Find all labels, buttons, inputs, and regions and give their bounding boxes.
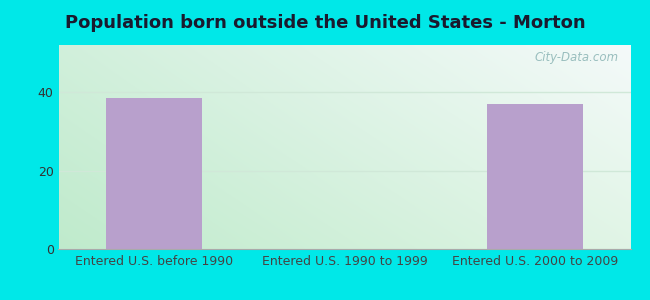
Text: Population born outside the United States - Morton: Population born outside the United State… (65, 14, 585, 32)
Text: City-Data.com: City-Data.com (535, 51, 619, 64)
Bar (106, 98, 202, 249)
Bar (488, 104, 583, 249)
